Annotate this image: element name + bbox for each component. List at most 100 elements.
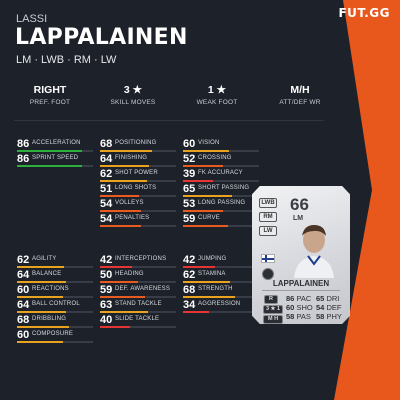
stat-bar-track: [100, 296, 176, 298]
stat-bar-track: [100, 266, 176, 268]
stat-bar-fill: [100, 296, 145, 298]
card-attr-dri: 65 DRI: [316, 294, 339, 303]
card-attr-sho: 60 SHO: [286, 303, 313, 312]
stat-row: 60 VISION: [183, 138, 259, 153]
card-workrate-badge: M H: [263, 315, 283, 324]
stat-row: 40 SLIDE TACKLE: [100, 314, 176, 329]
card-player-name: LAPPALAINEN: [272, 279, 330, 288]
stat-row: 42 INTERCEPTIONS: [100, 254, 176, 269]
stat-name: DRIBBLING: [32, 316, 67, 322]
stat-name: SLIDE TACKLE: [115, 316, 160, 322]
brand-logo[interactable]: FUT.GG: [338, 6, 390, 20]
stat-bar-track: [100, 311, 176, 313]
stat-bar-track: [100, 165, 176, 167]
stat-bar-track: [183, 165, 259, 167]
stat-name: CROSSING: [198, 155, 232, 161]
stat-value: 50: [100, 269, 113, 281]
stat-value: 39: [183, 168, 196, 180]
card-attr-def: 54 DEF: [316, 303, 341, 312]
info-label: SKILL MOVES: [110, 99, 156, 106]
card-attr-label: DEF: [326, 303, 342, 312]
stat-name: INTERCEPTIONS: [115, 256, 167, 262]
card-attr-value: 58: [316, 312, 325, 321]
stat-name: BALANCE: [32, 271, 62, 277]
stat-name: REACTIONS: [32, 286, 69, 292]
stat-name: HEADING: [115, 271, 144, 277]
stat-bar-track: [183, 266, 259, 268]
stat-row: 51 LONG SHOTS: [100, 183, 176, 198]
stat-bar-fill: [183, 296, 235, 298]
player-portrait-icon: [294, 225, 334, 278]
finland-flag-icon: [261, 254, 275, 263]
stat-row: 62 STAMINA: [183, 269, 259, 284]
stat-bar-fill: [100, 266, 132, 268]
stat-bar-track: [100, 225, 176, 227]
stat-bar-fill: [100, 281, 138, 283]
player-positions: LM · LWB · RM · LW: [16, 54, 117, 66]
stat-group-physical: 42 JUMPING 62 STAMINA 68 STRENGTH 34 AGGRESSION: [183, 254, 259, 314]
card-attr-pas: 58 PAS: [286, 312, 311, 321]
stat-row: 62 AGILITY: [17, 254, 93, 269]
stat-row: 34 AGGRESSION: [183, 299, 259, 314]
stat-row: 64 BALANCE: [17, 269, 93, 284]
stat-value: 86: [17, 153, 30, 165]
card-attr-phy: 58 PHY: [316, 312, 342, 321]
stat-bar-fill: [17, 296, 63, 298]
stat-bar-fill: [100, 311, 148, 313]
stat-row: 52 CROSSING: [183, 153, 259, 168]
stat-value: 62: [17, 254, 30, 266]
stat-row: 54 VOLLEYS: [100, 198, 176, 213]
stat-bar-track: [17, 296, 93, 298]
stat-bar-fill: [17, 341, 63, 343]
stat-row: 53 LONG PASSING: [183, 198, 259, 213]
card-attr-label: PAS: [296, 312, 311, 321]
info-label: ATT/DEF WR: [279, 99, 321, 106]
stat-row: 54 PENALTIES: [100, 213, 176, 228]
stat-name: POSITIONING: [115, 140, 157, 146]
stat-name: VOLLEYS: [115, 200, 144, 206]
card-attr-label: PAC: [296, 294, 312, 303]
stat-value: 62: [183, 269, 196, 281]
stat-bar-track: [17, 326, 93, 328]
stat-bar-fill: [17, 326, 69, 328]
card-skills-badge: 3 ★ 1: [263, 305, 283, 314]
stat-name: BALL CONTROL: [32, 301, 80, 307]
stat-value: 59: [183, 213, 196, 225]
stat-name: FK ACCURACY: [198, 170, 243, 176]
stat-bar-fill: [100, 180, 148, 182]
stat-value: 54: [100, 213, 113, 225]
stat-bar-fill: [183, 180, 213, 182]
stat-value: 59: [100, 284, 113, 296]
stat-bar-fill: [17, 311, 66, 313]
stat-name: STAND TACKLE: [115, 301, 162, 307]
player-first-name: LASSI: [16, 13, 48, 25]
info-label: PREF. FOOT: [29, 99, 71, 106]
stat-bar-track: [183, 281, 259, 283]
card-attr-value: 60: [286, 303, 295, 312]
stat-bar-fill: [183, 165, 223, 167]
player-card[interactable]: 66 LM LWB RM LW LAPPALAINEN 86 PAC 60 SH…: [252, 186, 350, 324]
stat-name: STRENGTH: [198, 286, 233, 292]
stat-value: 64: [17, 299, 30, 311]
stat-bar-track: [100, 195, 176, 197]
stat-bar-track: [100, 150, 176, 152]
stat-row: 68 POSITIONING: [100, 138, 176, 153]
stat-bar-track: [100, 210, 176, 212]
stat-bar-fill: [100, 150, 152, 152]
stat-value: 64: [17, 269, 30, 281]
stat-row: 59 DEF. AWARENESS: [100, 284, 176, 299]
stat-name: SPRINT SPEED: [32, 155, 79, 161]
stat-bar-fill: [183, 266, 215, 268]
stat-name: JUMPING: [198, 256, 227, 262]
info-value: RIGHT: [33, 84, 67, 96]
stat-row: 63 STAND TACKLE: [100, 299, 176, 314]
stat-value: 68: [17, 314, 30, 326]
player-last-name: LAPPALAINEN: [15, 25, 188, 50]
stat-name: FINISHING: [115, 155, 148, 161]
stat-value: 42: [100, 254, 113, 266]
card-foot-badge: R: [264, 295, 278, 304]
card-attr-value: 65: [316, 294, 325, 303]
stat-value: 51: [100, 183, 113, 195]
stat-bar-fill: [183, 225, 228, 227]
card-separator: [262, 290, 340, 291]
